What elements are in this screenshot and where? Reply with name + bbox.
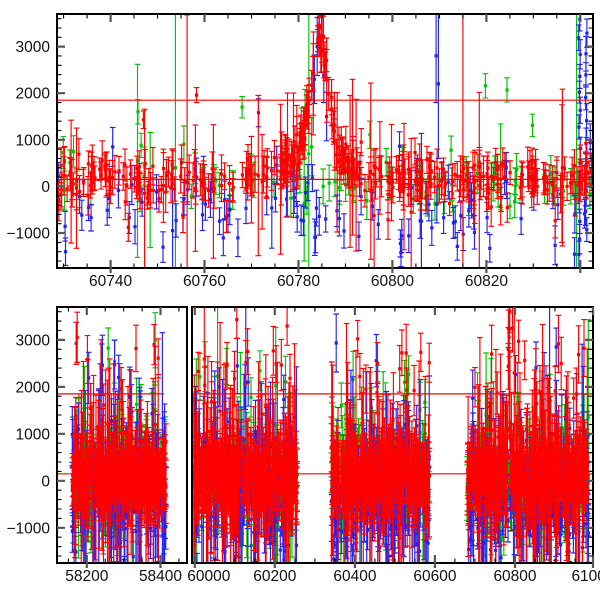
x-tick-label: 60740 bbox=[89, 273, 132, 290]
y-tick-label: −1000 bbox=[6, 520, 50, 537]
y-tick-label: −1000 bbox=[6, 226, 50, 243]
x-tick-label: 60820 bbox=[465, 273, 508, 290]
x-tick-label: 60760 bbox=[183, 273, 226, 290]
x-tick-label: 58400 bbox=[139, 568, 182, 585]
y-tick-label: 0 bbox=[41, 179, 50, 196]
x-tick-label: 60000 bbox=[187, 568, 230, 585]
x-tick-label: 60600 bbox=[413, 568, 456, 585]
y-tick-label: 1000 bbox=[16, 426, 51, 443]
y-tick-label: 0 bbox=[41, 473, 50, 490]
top-panel: 60740 60760 60780 60800 60820 −1000 0 1000 2000 3… bbox=[6, 13, 594, 290]
bottom-panel: 58200 58400 −1000 0 1000 2000 3000 60000 60200 60… bbox=[6, 306, 600, 585]
y-tick-label: 3000 bbox=[16, 39, 51, 56]
x-tick-label: 60400 bbox=[333, 568, 376, 585]
y-tick-label: 1000 bbox=[16, 132, 51, 149]
y-tick-label: 2000 bbox=[16, 379, 51, 396]
y-tick-label: 2000 bbox=[16, 86, 51, 103]
x-tick-label: 60800 bbox=[493, 568, 536, 585]
x-tick-label: 60200 bbox=[253, 568, 296, 585]
x-tick-label: 60780 bbox=[277, 273, 320, 290]
x-tick-label: 60800 bbox=[371, 273, 414, 290]
y-tick-label: 3000 bbox=[16, 332, 51, 349]
x-tick-label: 58200 bbox=[65, 568, 108, 585]
x-tick-label: 61000 bbox=[571, 568, 600, 585]
